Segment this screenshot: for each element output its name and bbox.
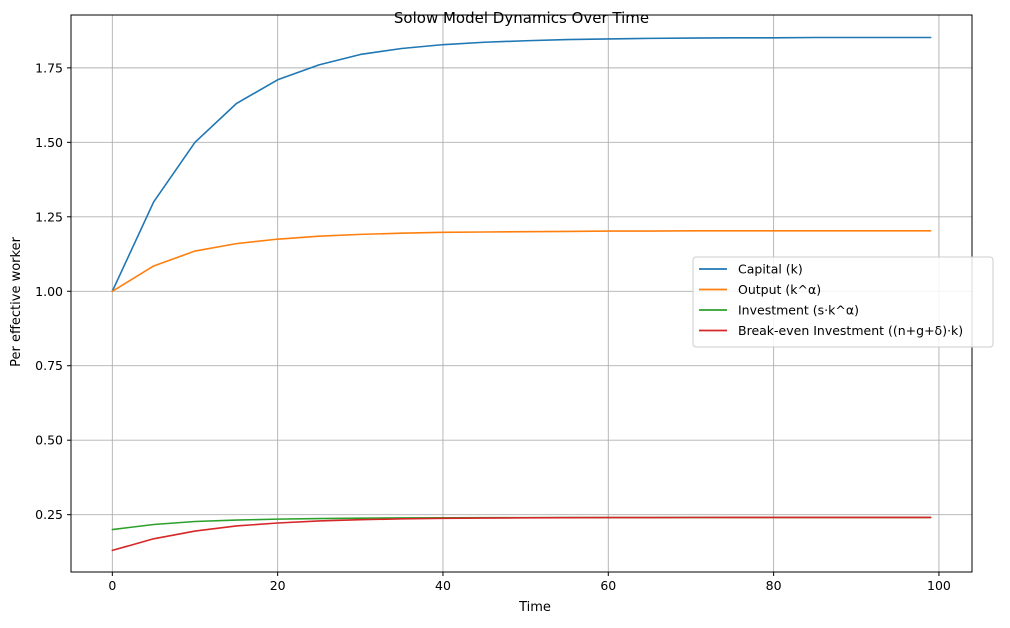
y-tick-label: 0.25 [35,507,63,522]
y-tick-label: 0.50 [35,433,63,448]
legend-box [692,256,994,348]
y-tick-label: 1.50 [35,135,63,150]
x-tick-label: 100 [927,578,951,593]
y-tick-label: 0.75 [35,358,63,373]
y-axis-label: Per effective worker [9,236,24,366]
y-tick-label: 1.00 [35,284,63,299]
legend-label-3: Investment (s·k^α) [738,303,859,318]
series-line-4 [111,516,932,552]
x-tick-label: 40 [435,578,451,593]
y-tick-label: 1.75 [35,60,63,75]
x-tick-label: 20 [270,578,286,593]
legend-label-2: Output (k^α) [738,282,821,297]
series-line-1 [111,36,932,293]
series-lines [111,36,932,552]
y-tick-label: 1.25 [35,209,63,224]
x-axis-label: Time [518,600,551,615]
chart-title: Solow Model Dynamics Over Time [394,9,649,27]
legend: Capital (k) Output (k^α) Investment (s·k^α… [692,256,994,348]
x-tick-label: 60 [600,578,616,593]
axis-ticks: 0 20 40 60 80 100 0.25 0.50 0.75 1.00 1.25 1.50 1.75 [35,60,951,593]
x-tick-label: 0 [108,578,116,593]
legend-label-4: Break-even Investment ((n+g+δ)·k) [738,323,963,338]
legend-label-1: Capital (k) [738,262,803,277]
series-line-2 [111,230,932,293]
x-tick-label: 80 [766,578,782,593]
